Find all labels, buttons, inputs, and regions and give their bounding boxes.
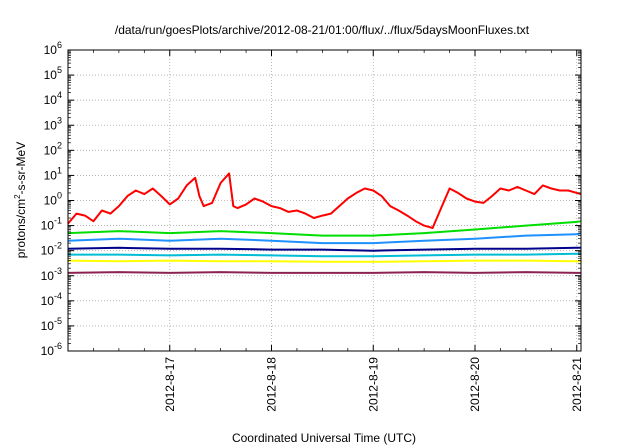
y-tick-label-exp: 5 bbox=[57, 65, 62, 75]
y-tick-label: 10-2 bbox=[41, 241, 62, 258]
y-axis-label: protons/cm2-s-sr-MeV bbox=[13, 142, 28, 258]
y-tick-label-base: 10 bbox=[41, 269, 55, 283]
series-line-7 bbox=[67, 271, 581, 274]
y-tick-label: 101 bbox=[44, 165, 62, 182]
y-tick-label: 100 bbox=[44, 191, 62, 208]
y-tick-label-exp: -6 bbox=[54, 341, 62, 351]
y-tick-labels: 10610510410310210110010-110-210-310-410-… bbox=[41, 40, 62, 358]
y-tick-label-exp: -1 bbox=[54, 216, 62, 226]
y-tick-label-base: 10 bbox=[44, 43, 58, 57]
x-tick-label: 2012-8-21 bbox=[570, 357, 584, 412]
y-tick-label-base: 10 bbox=[44, 93, 58, 107]
y-tick-label: 105 bbox=[44, 65, 62, 82]
y-tick-label-base: 10 bbox=[44, 194, 58, 208]
y-tick-label-exp: 6 bbox=[57, 40, 62, 50]
axis-ticks bbox=[68, 49, 581, 352]
y-tick-label-exp: 4 bbox=[57, 90, 62, 100]
y-tick-label-exp: -4 bbox=[54, 291, 62, 301]
y-tick-label: 10-1 bbox=[41, 216, 62, 233]
series-line-1 bbox=[67, 172, 582, 229]
series-line-4 bbox=[67, 246, 581, 252]
y-tick-label-base: 10 bbox=[41, 219, 55, 233]
y-tick-label-base: 10 bbox=[41, 244, 55, 258]
x-tick-labels: 2012-8-17 2012-8-18 2012-8-19 2012-8-20 2012… bbox=[163, 357, 584, 412]
series-line-3 bbox=[67, 232, 582, 245]
y-tick-label-base: 10 bbox=[44, 118, 58, 132]
x-axis-label: Coordinated Universal Time (UTC) bbox=[232, 431, 416, 445]
y-tick-label: 10-6 bbox=[41, 341, 62, 358]
y-tick-label: 102 bbox=[44, 140, 62, 157]
y-tick-label-base: 10 bbox=[41, 294, 55, 308]
x-tick-label: 2012-8-17 bbox=[163, 357, 177, 412]
y-tick-label-exp: -5 bbox=[54, 316, 62, 326]
y-tick-label-exp: 3 bbox=[57, 115, 62, 125]
y-tick-label: 10-4 bbox=[41, 291, 62, 308]
y-tick-label-exp: 0 bbox=[57, 191, 62, 201]
series-layer bbox=[67, 172, 582, 274]
y-tick-label-exp: -2 bbox=[54, 241, 62, 251]
y-tick-label-base: 10 bbox=[41, 344, 55, 358]
x-tick-label: 2012-8-19 bbox=[366, 357, 380, 412]
series-line-6 bbox=[67, 259, 581, 263]
y-tick-label: 106 bbox=[44, 40, 62, 57]
y-tick-label-base: 10 bbox=[44, 168, 58, 182]
y-tick-label: 103 bbox=[44, 115, 62, 132]
y-axis-label-sup: 2 bbox=[13, 194, 22, 199]
y-axis-label-pre: protons/cm bbox=[14, 199, 28, 258]
y-tick-label-exp: 2 bbox=[57, 140, 62, 150]
y-axis-label-post: -s-sr-MeV bbox=[14, 142, 28, 195]
chart-title: /data/run/goesPlots/archive/2012-08-21/0… bbox=[115, 23, 530, 37]
y-tick-label: 10-5 bbox=[41, 316, 62, 333]
y-tick-label: 104 bbox=[44, 90, 62, 107]
y-tick-label-base: 10 bbox=[44, 143, 58, 157]
y-tick-label-exp: -3 bbox=[54, 266, 62, 276]
x-tick-label: 2012-8-18 bbox=[265, 357, 279, 412]
x-tick-label: 2012-8-20 bbox=[468, 357, 482, 412]
series-line-2 bbox=[67, 220, 582, 237]
y-tick-label-base: 10 bbox=[41, 319, 55, 333]
y-tick-label-base: 10 bbox=[44, 68, 58, 82]
series-line-5 bbox=[68, 252, 581, 258]
y-tick-label-exp: 1 bbox=[57, 165, 62, 175]
y-tick-label: 10-3 bbox=[41, 266, 62, 283]
